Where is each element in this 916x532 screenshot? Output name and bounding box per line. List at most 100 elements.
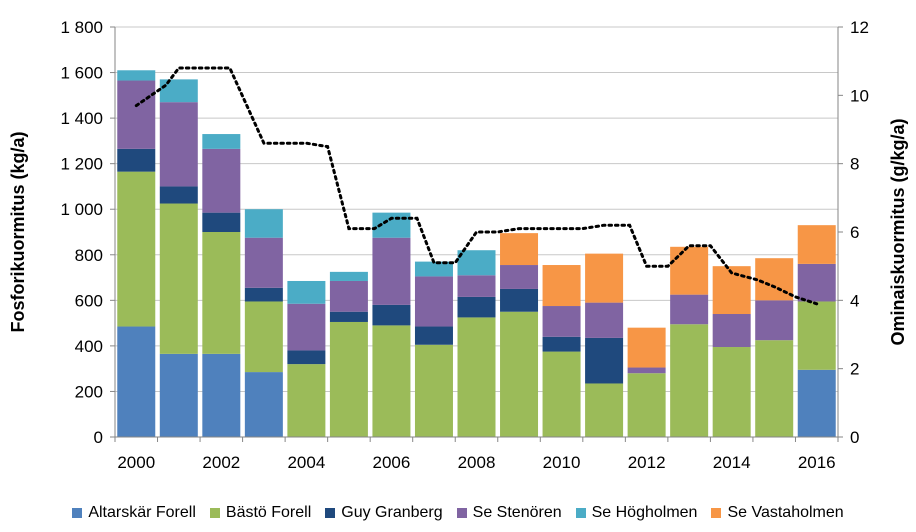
bar-2011-b-st-forell (585, 383, 624, 437)
bar-2005-se-sten-ren (329, 280, 368, 312)
bar-2010-se-sten-ren (542, 306, 581, 337)
bar-2010-guy-granberg (542, 336, 581, 352)
bar-2001-altarsk-r-forell (159, 353, 198, 437)
bar-2011-se-vastaholmen (585, 253, 624, 303)
bar-2003-guy-granberg (244, 287, 283, 302)
y-axis-title: Fosforikuormitus (kg/a) (8, 131, 28, 332)
bar-2016-se-sten-ren (797, 263, 836, 302)
y-tick-label: 200 (75, 382, 103, 401)
bar-2000-se-sten-ren (117, 80, 156, 149)
bar-2004-guy-granberg (287, 350, 326, 365)
legend-item: Guy Granberg (325, 504, 443, 522)
bar-2010-b-st-forell (542, 351, 581, 437)
bar-2015-b-st-forell (755, 340, 794, 437)
bar-2015-se-vastaholmen (755, 258, 794, 301)
x-tick-label: 2012 (628, 453, 666, 472)
legend-swatch (711, 508, 722, 518)
y2-tick-label: 10 (850, 86, 869, 105)
bar-2005-se-h-gholmen (329, 271, 368, 281)
bar-2013-b-st-forell (670, 324, 709, 437)
y-tick-label: 1 200 (60, 155, 103, 174)
x-tick-label: 2010 (543, 453, 581, 472)
bar-2013-se-sten-ren (670, 294, 709, 325)
bar-2012-b-st-forell (627, 373, 666, 437)
bar-2016-altarsk-r-forell (797, 369, 836, 437)
bar-2005-b-st-forell (329, 321, 368, 437)
legend-label: Altarskär Forell (88, 504, 196, 521)
x-tick-label: 2014 (713, 453, 751, 472)
legend: Altarskär Forell Bästö Forell Guy Granberg… (0, 498, 916, 528)
legend-swatch (325, 508, 336, 518)
bar-2012-se-sten-ren (627, 367, 666, 374)
bar-2009-se-vastaholmen (500, 233, 539, 266)
bar-2002-se-sten-ren (202, 148, 241, 213)
y2-axis-title: Ominaiskuormitus (g/kg/a) (888, 118, 908, 345)
bar-2008-guy-granberg (457, 296, 496, 318)
bar-2003-se-h-gholmen (244, 209, 283, 238)
bar-2013-se-vastaholmen (670, 246, 709, 295)
x-tick-label: 2006 (373, 453, 411, 472)
y2-tick-label: 0 (850, 428, 859, 447)
legend-swatch (72, 508, 83, 518)
bar-2001-guy-granberg (159, 186, 198, 204)
bar-2009-guy-granberg (500, 288, 539, 312)
bar-2000-b-st-forell (117, 171, 156, 327)
bar-2001-se-h-gholmen (159, 79, 198, 103)
x-tick-label: 2002 (202, 453, 240, 472)
axes (110, 26, 843, 442)
y2-tick-label: 2 (850, 360, 859, 379)
bar-2009-se-sten-ren (500, 265, 539, 289)
legend-label: Se Högholmen (591, 504, 698, 521)
y-tick-label: 400 (75, 337, 103, 356)
bar-2015-se-sten-ren (755, 300, 794, 341)
bar-2001-b-st-forell (159, 203, 198, 354)
bar-2001-se-sten-ren (159, 102, 198, 187)
bar-2007-se-sten-ren (414, 276, 453, 327)
bar-2006-se-sten-ren (372, 237, 411, 305)
bar-2008-se-sten-ren (457, 275, 496, 297)
y-axis-ticks: 0 200 400 600 800 1 000 1 200 1 400 1 600 1 800 (60, 18, 103, 447)
bar-2003-b-st-forell (244, 301, 283, 373)
legend-label: Bästö Forell (225, 504, 312, 521)
legend-swatch (456, 508, 467, 518)
bar-2014-se-sten-ren (712, 314, 751, 348)
bar-2012-se-vastaholmen (627, 327, 666, 368)
bar-2006-guy-granberg (372, 304, 411, 326)
legend-label: Guy Granberg (341, 504, 443, 521)
bar-2014-b-st-forell (712, 347, 751, 437)
legend-swatch (209, 508, 220, 518)
bar-2000-se-h-gholmen (117, 70, 156, 81)
legend-label: Se Stenören (472, 504, 562, 521)
bar-2011-se-sten-ren (585, 302, 624, 338)
bar-2011-guy-granberg (585, 337, 624, 384)
y2-tick-label: 6 (850, 223, 859, 242)
bars (117, 70, 836, 437)
bar-2004-b-st-forell (287, 364, 326, 437)
x-tick-label: 2016 (798, 453, 836, 472)
y2-tick-label: 12 (850, 18, 869, 37)
bar-2003-altarsk-r-forell (244, 372, 283, 437)
intensity-line-path (134, 66, 819, 306)
bar-2002-guy-granberg (202, 212, 241, 232)
bar-2007-guy-granberg (414, 326, 453, 345)
bar-2002-se-h-gholmen (202, 134, 241, 149)
bar-2000-altarsk-r-forell (117, 326, 156, 437)
legend-item: Altarskär Forell (72, 504, 196, 522)
legend-label: Se Vastaholmen (727, 504, 844, 521)
y-tick-label: 1 600 (60, 64, 103, 83)
bar-2007-b-st-forell (414, 344, 453, 437)
x-axis-ticks: 2000 2002 2004 2006 2008 2010 2012 2014 2016 (117, 453, 835, 472)
x-tick-label: 2004 (287, 453, 325, 472)
bar-2007-se-h-gholmen (414, 261, 453, 277)
y-tick-label: 1 000 (60, 200, 103, 219)
legend-swatch (575, 508, 586, 518)
y2-axis-ticks: 0 2 4 6 8 10 12 (850, 18, 869, 447)
bar-2006-b-st-forell (372, 325, 411, 437)
y-tick-label: 0 (94, 428, 103, 447)
bar-2005-guy-granberg (329, 311, 368, 322)
bar-2004-se-sten-ren (287, 303, 326, 351)
y-tick-label: 800 (75, 246, 103, 265)
legend-item: Se Vastaholmen (711, 504, 844, 522)
bar-2004-se-h-gholmen (287, 280, 326, 304)
chart: 0 200 400 600 800 1 000 1 200 1 400 1 600 1 800 0… (8, 18, 908, 472)
